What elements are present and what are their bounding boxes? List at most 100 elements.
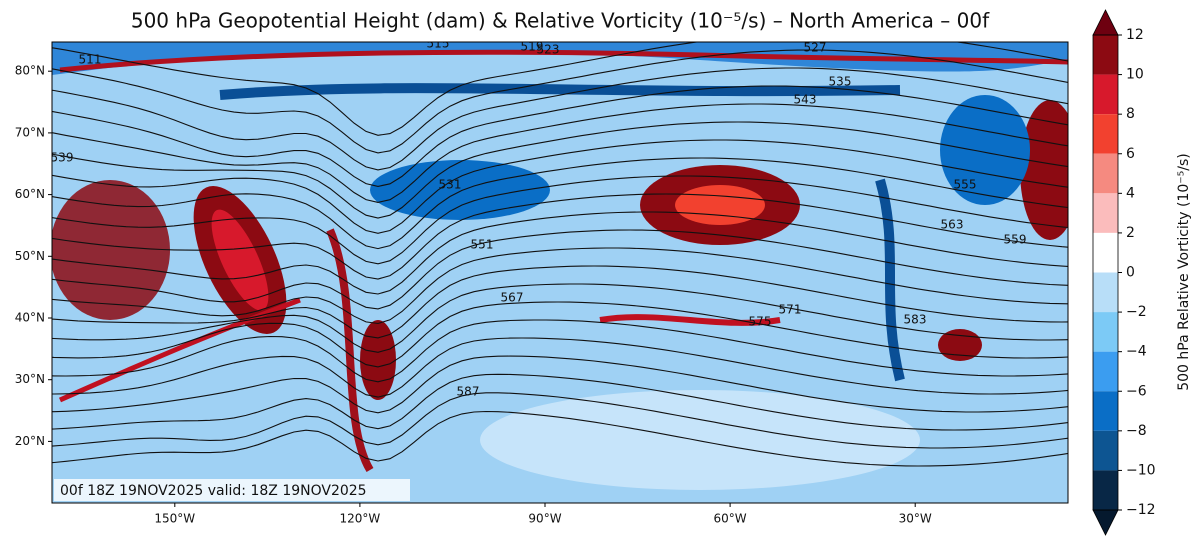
lat-tick-label: 30°N	[15, 372, 45, 386]
contour-line	[52, 193, 1068, 280]
contour-line	[52, 319, 1068, 383]
contour-line	[52, 42, 1068, 136]
field-patch	[370, 160, 550, 220]
colorbar-tick-label: −2	[1126, 304, 1147, 320]
lat-tick-label: 50°N	[15, 249, 45, 263]
colorbar-segment	[1093, 272, 1118, 313]
field-patch	[480, 390, 920, 490]
colorbar-segment	[1093, 232, 1118, 273]
contour-line	[52, 283, 1068, 353]
colorbar-tick-label: −12	[1126, 502, 1156, 518]
contour-label: 531	[439, 178, 462, 192]
map-frame	[51, 41, 1069, 504]
contour-label: 523	[537, 43, 560, 57]
colorbar-tick-label: 4	[1126, 185, 1135, 201]
contour-label: 551	[471, 238, 494, 252]
contour-line	[52, 67, 1068, 171]
colorbar: 12 10 8 6 4 2 0 −2 −4 −6 −8 −10 −12	[1092, 9, 1156, 536]
contour-line	[52, 157, 1068, 250]
contour-label: 571	[779, 303, 802, 317]
contour-line	[52, 229, 1068, 310]
contour-label: 511	[79, 53, 102, 67]
contour-line	[52, 49, 1068, 154]
contour-label: 559	[1004, 233, 1027, 247]
contour-line	[52, 410, 1068, 467]
colorbar-tick-label: −8	[1126, 423, 1147, 439]
lat-tick-label: 40°N	[15, 311, 45, 325]
contour-label: 587	[457, 385, 480, 399]
contour-label: 527	[804, 41, 827, 55]
contour-line	[52, 247, 1068, 325]
axes: 80°N 70°N 60°N 50°N 40°N 30°N 20°N 150°W 120°W 90…	[15, 64, 932, 526]
contour-label: 555	[954, 178, 977, 192]
colorbar-segment	[1093, 312, 1118, 352]
lon-tick-label: 150°W	[154, 512, 195, 526]
colorbar-segment	[1093, 35, 1118, 75]
annotation: 00f 18Z 19NOV2025 valid: 18Z 19NOV2025	[60, 483, 367, 499]
colorbar-segment	[1093, 470, 1118, 510]
lon-tick-label: 30°W	[899, 512, 932, 526]
contour-line	[52, 121, 1068, 219]
colorbar-extend-top	[1092, 9, 1119, 36]
contour-label: 535	[829, 75, 852, 89]
contour-line	[52, 211, 1068, 295]
lat-tick-label: 70°N	[15, 125, 45, 139]
contour-label: 515	[427, 37, 450, 51]
colorbar-tick-label: 6	[1126, 146, 1135, 162]
contour-line	[52, 265, 1068, 339]
colorbar-tick-label: 0	[1126, 265, 1135, 281]
contour-label: 539	[51, 151, 74, 165]
colorbar-tick-label: 2	[1126, 225, 1135, 241]
colorbar-segment	[1093, 74, 1118, 115]
field-band	[326, 228, 374, 473]
colorbar-segment	[1093, 114, 1118, 154]
contour-label: 583	[904, 313, 927, 327]
colorbar-segment	[1093, 153, 1118, 194]
colorbar-tick-label: 10	[1126, 67, 1144, 83]
title: 500 hPa Geopotential Height (dam) & Rela…	[131, 9, 990, 33]
contour-label: 575	[749, 315, 772, 329]
colorbar-segment	[1093, 391, 1118, 431]
contour-label: 563	[941, 218, 964, 232]
colorbar-segment	[1093, 193, 1118, 233]
field-band	[875, 178, 905, 382]
contour-line	[52, 392, 1068, 449]
colorbar-extend-bottom	[1092, 509, 1119, 536]
contour-line	[52, 355, 1068, 414]
contour-label: 543	[794, 93, 817, 107]
lat-tick-label: 80°N	[15, 64, 45, 78]
field-patch	[52, 180, 170, 320]
annotation-box	[54, 479, 410, 501]
lon-tick-label: 60°W	[714, 512, 747, 526]
lon-tick-label: 120°W	[340, 512, 381, 526]
contour-line	[52, 175, 1068, 265]
contour-label: 567	[501, 291, 524, 305]
colorbar-tick-label: −4	[1126, 344, 1147, 360]
lat-tick-label: 60°N	[15, 187, 45, 201]
lat-tick-label: 20°N	[15, 434, 45, 448]
contour-label: 519	[521, 40, 544, 54]
height-contours	[52, 42, 1068, 467]
contour-line	[52, 85, 1068, 187]
lon-tick-label: 90°W	[528, 512, 561, 526]
field-patch	[360, 320, 396, 400]
contour-line	[52, 103, 1068, 203]
field-band	[599, 314, 781, 326]
colorbar-tick-label: −6	[1126, 383, 1147, 399]
colorbar-tick-label: 8	[1126, 106, 1135, 122]
contour-line	[52, 139, 1068, 234]
contour-line	[52, 337, 1068, 398]
colorbar-segment	[1093, 351, 1118, 392]
field-band	[59, 49, 1068, 73]
field-patch	[1020, 100, 1068, 240]
colorbar-segment	[1093, 430, 1118, 471]
colorbar-label: 500 hPa Relative Vorticity (10⁻⁵/s)	[1176, 153, 1192, 391]
field-band	[58, 297, 301, 403]
field-patch	[211, 209, 269, 311]
colorbar-tick-label: 12	[1126, 27, 1144, 43]
colorbar-tick-label: −10	[1126, 462, 1156, 478]
contour-line	[52, 373, 1068, 431]
